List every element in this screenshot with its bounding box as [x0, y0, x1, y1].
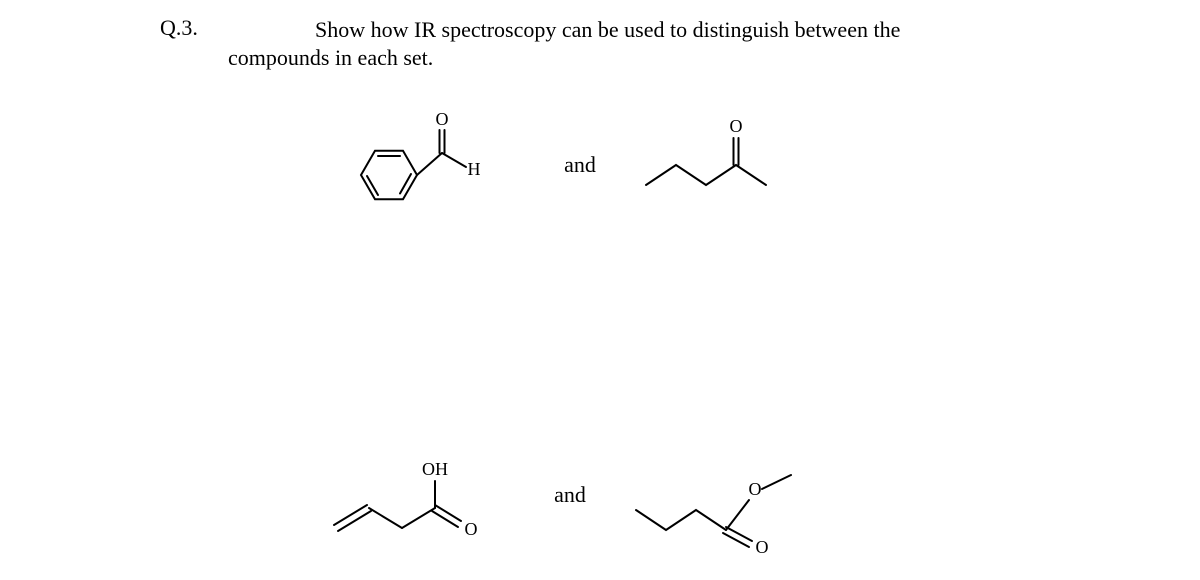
- oxygen-label: O: [729, 116, 742, 136]
- question-text-line1: Show how IR spectroscopy can be used to …: [315, 15, 1035, 45]
- compound-benzaldehyde: O H: [334, 100, 534, 230]
- hydrogen-label: H: [468, 159, 481, 179]
- question-text-line2: compounds in each set.: [228, 45, 433, 71]
- benzaldehyde-svg: O H: [344, 105, 524, 225]
- compound-row-1: O H and O: [270, 100, 890, 230]
- ester-oxygen-label: O: [748, 479, 761, 499]
- compound-butenoic-acid: OH O: [314, 430, 524, 560]
- butenoic-acid-svg: OH O: [319, 435, 519, 555]
- compound-row-2: OH O and O O: [270, 430, 890, 560]
- carbonyl-oxygen-label: O: [465, 519, 478, 539]
- question-number: Q.3.: [160, 15, 198, 41]
- compound-methyl-butanoate: O O: [616, 430, 846, 560]
- and-label-1: and: [564, 152, 596, 178]
- methyl-butanoate-svg: O O: [621, 435, 841, 555]
- carbonyl-oxygen-label: O: [755, 537, 768, 557]
- hydroxyl-label: OH: [422, 459, 448, 479]
- oxygen-label: O: [436, 109, 449, 129]
- compound-2-pentanone: O: [626, 100, 826, 230]
- and-label-2: and: [554, 482, 586, 508]
- pentanone-svg: O: [631, 110, 821, 220]
